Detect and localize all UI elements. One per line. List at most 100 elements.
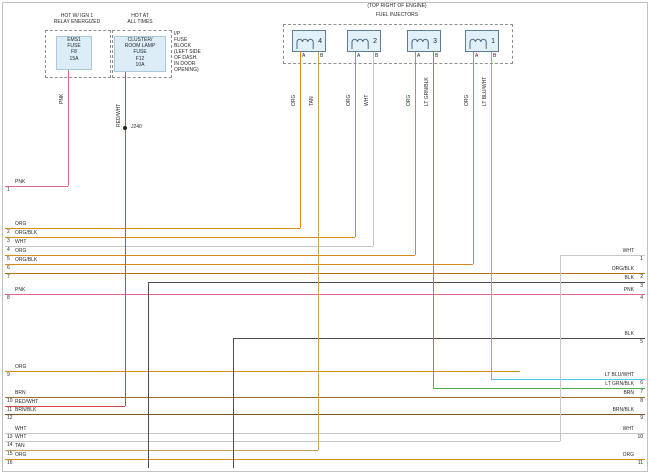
left-wire-color-label: BRN/BLK: [15, 407, 37, 413]
left-wire-color-label: ORG: [15, 364, 27, 370]
wire-color-label-pnk: PNK: [59, 93, 65, 104]
injector-pin-b-label: B: [435, 53, 439, 59]
injector-pin-a-label: A: [357, 53, 361, 59]
left-wire-color-label: RED/WHT: [15, 399, 39, 405]
injector-wire-a-color-label: ORG: [346, 94, 352, 106]
right-pin-number: 5: [640, 339, 643, 345]
wire-horizontal-tan: [5, 450, 318, 451]
injector-coil-icon: [296, 38, 314, 49]
injector-pin-a-label: A: [475, 53, 479, 59]
left-wire-color-label: WHT: [15, 426, 27, 432]
junction-label: J240: [131, 124, 142, 130]
wire-horizontal-wht: [5, 246, 373, 247]
right-pin-number: 6: [640, 380, 643, 386]
right-wire-color-label: PNK: [623, 287, 634, 293]
fuse1-header: HOT W/ IGN 1 RELAY ENERGIZED: [53, 13, 101, 25]
fuse-cluster-room-lamp: CLUSTER/ ROOM LAMP FUSE F12 10A: [114, 36, 166, 72]
wire-color-label-redwht: RED/WHT: [116, 103, 122, 127]
left-wire-color-label: ORG/BLK: [15, 230, 38, 236]
wire-horizontal-blk: [233, 338, 645, 339]
right-pin-number: 8: [640, 398, 643, 404]
right-pin-number: 10: [637, 434, 643, 440]
injector-coil-icon: [351, 38, 369, 49]
injector-number: 3: [433, 38, 437, 45]
wire-vertical-pnk: [68, 68, 69, 186]
right-wire-color-label: LT BLU/WHT: [604, 372, 634, 378]
wire-vertical-wht: [560, 255, 561, 441]
right-pin-number: 9: [640, 415, 643, 421]
left-wire-color-label: PNK: [15, 179, 26, 185]
left-pin-number: 5: [7, 256, 10, 262]
wire-horizontal-wht: [5, 433, 645, 434]
right-pin-number: 1: [640, 256, 643, 262]
wire-horizontal-org: [5, 459, 645, 460]
wire-vertical-org: [355, 52, 356, 237]
wire-horizontal-wht: [560, 255, 645, 256]
injector-number: 4: [318, 38, 322, 45]
wire-horizontal-pnk: [5, 294, 645, 295]
injector-2: 2: [347, 30, 381, 52]
injector-wire-b-color-label: TAN: [309, 96, 315, 106]
wire-vertical-blk: [233, 338, 234, 468]
left-wire-color-label: BRN: [15, 390, 26, 396]
injector-3: 3: [407, 30, 441, 52]
right-pin-number: 11: [637, 460, 643, 466]
wire-horizontal-lt_blu_wht: [491, 379, 645, 380]
injector-pin-b-label: B: [320, 53, 324, 59]
left-pin-number: 9: [7, 372, 10, 378]
injector-pin-b-label: B: [493, 53, 497, 59]
fuse-ems1: EMS1 FUSE F8 15A: [56, 36, 92, 70]
wire-horizontal-org_blk: [5, 273, 645, 274]
wire-horizontal-wht: [5, 441, 560, 442]
right-pin-number: 3: [640, 283, 643, 289]
right-pin-number: 2: [640, 274, 643, 280]
fuse-block-note: I/P FUSE BLOCK (LEFT SIDE OF DASH, IN DO…: [174, 31, 201, 73]
injector-wire-a-color-label: ORG: [464, 94, 470, 106]
injector-pin-a-label: A: [302, 53, 306, 59]
left-pin-number: 16: [7, 460, 13, 466]
fuse2-dashed-box: [112, 30, 172, 78]
wire-horizontal-red: [5, 406, 125, 407]
injector-coil-icon: [469, 38, 487, 49]
injectors-title: FUEL INJECTORS: [375, 12, 419, 18]
left-pin-number: 4: [7, 247, 10, 253]
left-pin-number: 3: [7, 238, 10, 244]
injector-pin-b-label: B: [375, 53, 379, 59]
right-wire-color-label: BRN/BLK: [612, 407, 634, 413]
right-wire-color-label: LT GRN/BLK: [605, 381, 634, 387]
wire-vertical-wht: [373, 52, 374, 246]
fuse1-dashed-box: [45, 30, 111, 78]
injector-number: 2: [373, 38, 377, 45]
right-wire-color-label: ORG: [622, 452, 634, 458]
left-wire-color-label: PNK: [15, 287, 26, 293]
injector-4: 4: [292, 30, 326, 52]
wire-vertical-org: [473, 52, 474, 264]
fuse2-header: HOT AT ALL TIMES: [127, 13, 153, 25]
left-wire-color-label: WHT: [15, 434, 27, 440]
right-wire-color-label: BLK: [624, 275, 634, 281]
injector-coil-icon: [411, 38, 429, 49]
wire-vertical-org: [415, 52, 416, 255]
injector-number: 1: [491, 38, 495, 45]
left-pin-number: 15: [7, 451, 13, 457]
right-wire-color-label: BRN: [623, 390, 634, 396]
injectors-dashed-box: [283, 24, 513, 64]
injector-wire-b-color-label: LT BLU/WHT: [482, 76, 488, 106]
left-wire-color-label: TAN: [15, 443, 25, 449]
left-pin-number: 12: [7, 415, 13, 421]
left-wire-color-label: ORG: [15, 221, 27, 227]
right-pin-number: 4: [640, 295, 643, 301]
right-pin-number: 7: [640, 389, 643, 395]
left-pin-number: 2: [7, 229, 10, 235]
right-wire-color-label: WHT: [622, 426, 634, 432]
left-pin-number: 7: [7, 274, 10, 280]
right-wire-color-label: WHT: [622, 248, 634, 254]
left-wire-color-label: ORG: [15, 248, 27, 254]
wire-horizontal-org: [5, 228, 300, 229]
injector-wire-b-color-label: LT GRN/BLK: [424, 77, 430, 106]
wire-vertical-red: [125, 70, 126, 406]
wire-horizontal-brn_blk: [5, 414, 645, 415]
